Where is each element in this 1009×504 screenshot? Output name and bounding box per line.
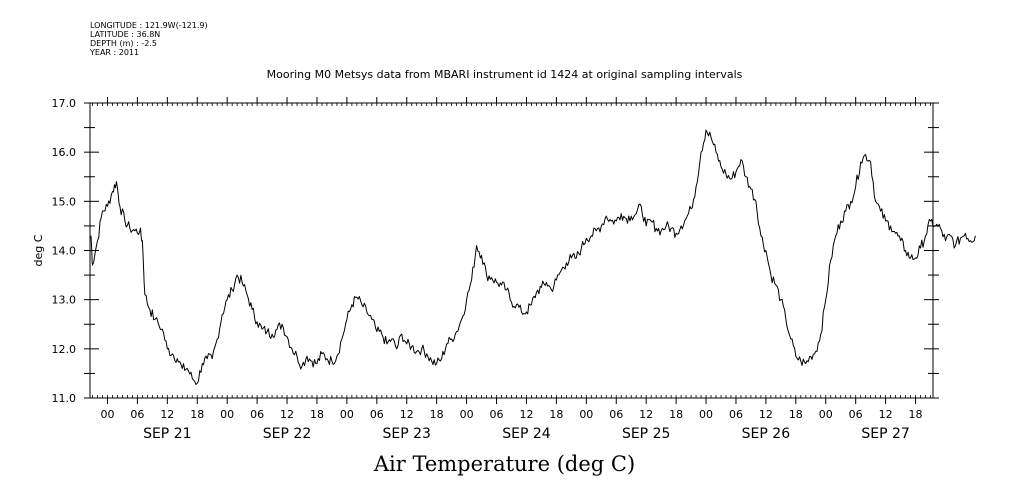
x-tick-label: 12 (519, 408, 533, 421)
y-axis-label: deg C (32, 234, 45, 266)
x-tick-label: 18 (909, 408, 923, 421)
y-tick-label: 12.0 (52, 343, 77, 356)
x-day-label: SEP 26 (742, 426, 791, 442)
x-tick-label: 06 (130, 408, 144, 421)
chart-caption: Air Temperature (deg C) (373, 452, 636, 476)
x-tick-label: 18 (789, 408, 803, 421)
x-day-label: SEP 22 (263, 426, 311, 442)
x-tick-label: 12 (400, 408, 414, 421)
metadata-block: LONGITUDE : 121.9W(-121.9) LATITUDE : 36… (90, 21, 208, 57)
x-tick-label: 12 (280, 408, 294, 421)
x-tick-label: 18 (549, 408, 563, 421)
x-tick-label: 00 (100, 408, 114, 421)
x-tick-label: 06 (609, 408, 623, 421)
x-tick-label: 00 (220, 408, 234, 421)
x-tick-label: 00 (819, 408, 833, 421)
air-temperature-line (90, 129, 976, 386)
y-tick-label: 17.0 (52, 97, 77, 110)
x-day-label: SEP 24 (502, 426, 551, 442)
x-tick-label: 00 (579, 408, 593, 421)
x-tick-label: 12 (879, 408, 893, 421)
x-tick-label: 18 (430, 408, 444, 421)
x-tick-label: 00 (460, 408, 474, 421)
x-day-label: SEP 21 (143, 426, 191, 442)
depth-label: DEPTH (m) : -2.5 (90, 39, 157, 48)
x-tick-label: 06 (250, 408, 264, 421)
x-tick-label: 12 (160, 408, 174, 421)
x-tick-label: 12 (639, 408, 653, 421)
x-tick-label: 06 (490, 408, 504, 421)
longitude-label: LONGITUDE : 121.9W(-121.9) (90, 21, 208, 30)
x-tick-label: 18 (310, 408, 324, 421)
x-tick-label: 00 (340, 408, 354, 421)
x-minor-ticks (92, 103, 931, 398)
y-tick-label: 16.0 (52, 146, 77, 159)
x-day-label: SEP 23 (383, 426, 431, 442)
x-tick-label: 06 (370, 408, 384, 421)
y-tick-label: 14.0 (52, 245, 77, 258)
x-tick-label: 18 (669, 408, 683, 421)
y-tick-label: 11.0 (52, 392, 77, 405)
year-label: YEAR : 2011 (90, 48, 140, 57)
x-tick-label: 00 (699, 408, 713, 421)
x-tick-label: 18 (190, 408, 204, 421)
y-tick-label: 13.0 (52, 294, 77, 307)
latitude-label: LATITUDE : 36.8N (90, 30, 161, 39)
x-tick-label: 06 (849, 408, 863, 421)
chart-title: Mooring M0 Metsys data from MBARI instru… (266, 68, 743, 81)
x-day-label: SEP 25 (622, 426, 670, 442)
x-tick-label: 12 (759, 408, 773, 421)
y-tick-label: 15.0 (52, 195, 77, 208)
x-tick-label: 06 (729, 408, 743, 421)
plot-frame (89, 102, 934, 399)
x-day-label: SEP 27 (861, 426, 909, 442)
